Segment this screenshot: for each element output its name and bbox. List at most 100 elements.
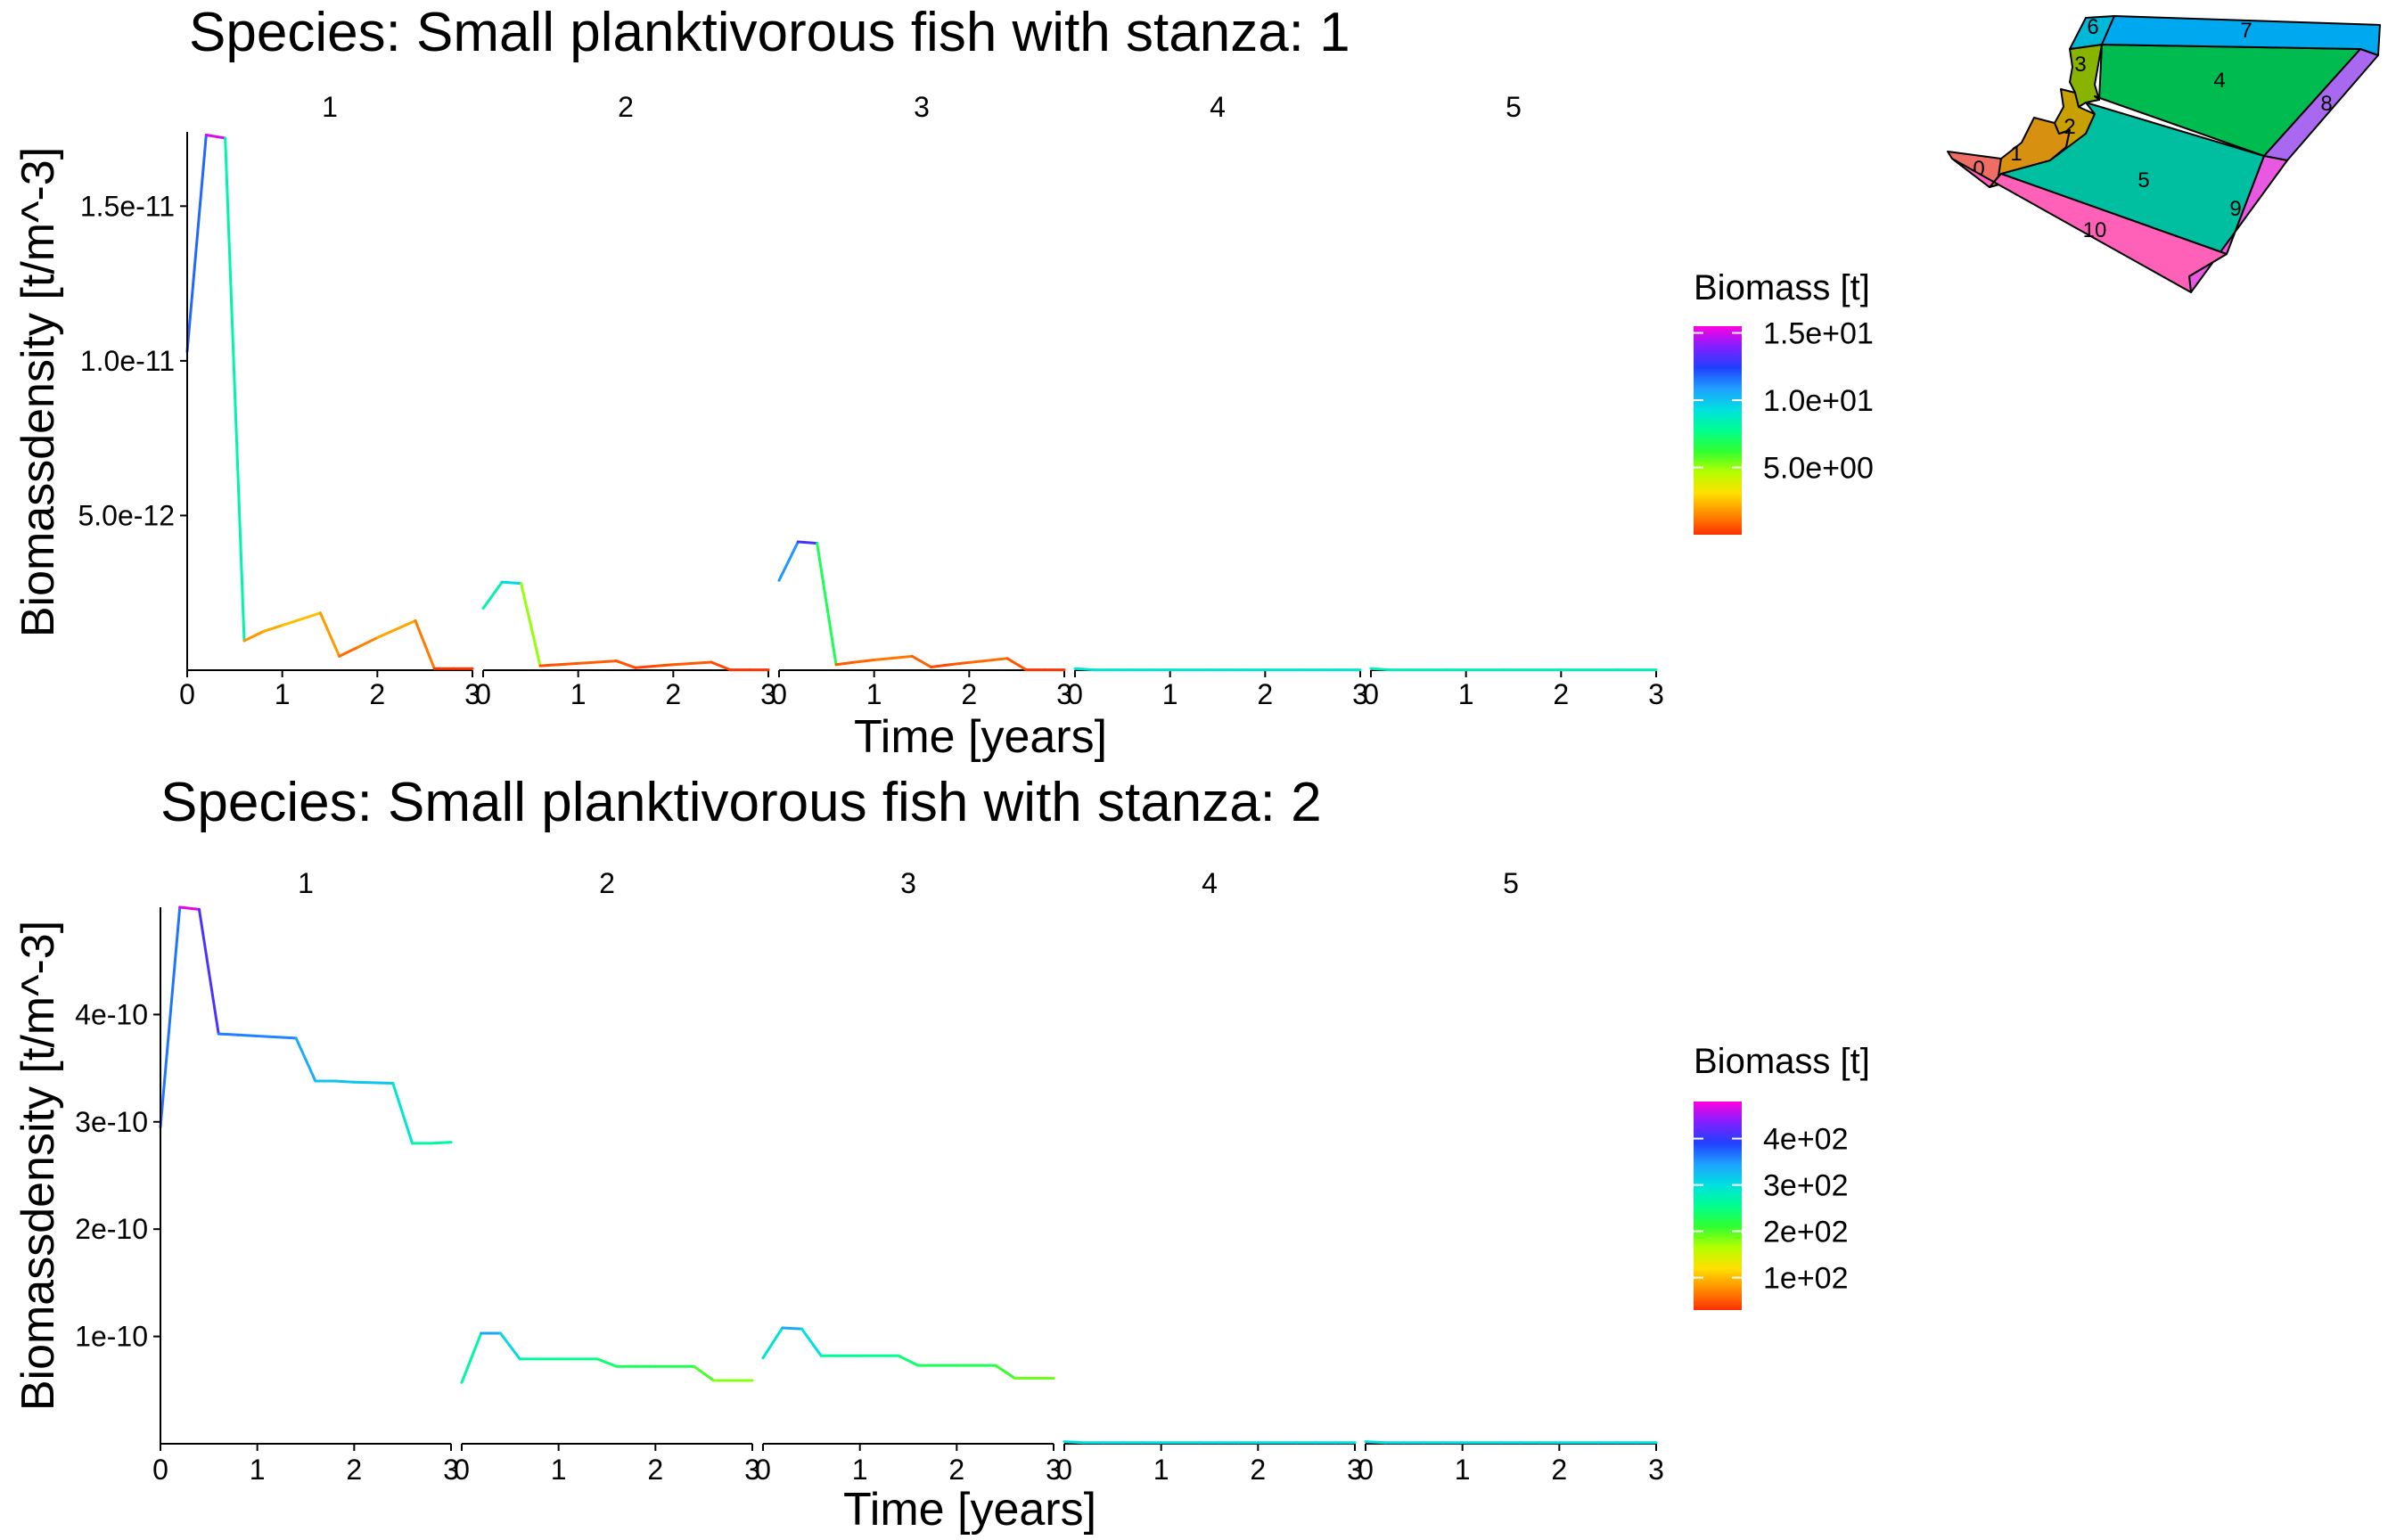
x-tick-label: 1 (1162, 678, 1178, 710)
panel-4: 4 0 1 2 3 (1067, 91, 1368, 710)
panel-strip-label: 2 (618, 91, 634, 123)
legend-tick-label: 1e+02 (1763, 1262, 1849, 1296)
chart-2-panels: 10 1 2 320 1 2 330 1 2 340 1 2 350 1 2 3 (152, 867, 1664, 1486)
x-tick-label: 2 (1250, 1454, 1266, 1486)
x-tick-label: 0 (179, 678, 195, 710)
chart-2-color-legend: Biomass [t] 1e+02 2e+02 3e+02 4e+02 (1694, 1042, 1870, 1310)
line-segment (1063, 1440, 1086, 1445)
map-box-label: 10 (2083, 218, 2107, 242)
line-segment (333, 1079, 356, 1084)
x-tick-label: 0 (1067, 678, 1083, 710)
map-box-shape (2069, 44, 2103, 108)
x-tick-label: 1 (852, 1454, 868, 1486)
y-tick-label: 1.5e-11 (80, 190, 175, 222)
x-tick-label: 2 (1551, 1454, 1567, 1486)
panel-strip-label: 1 (298, 867, 314, 899)
x-tick-label: 1 (250, 1454, 266, 1486)
line-segment (281, 611, 322, 627)
legend-colorbar (1694, 326, 1742, 535)
series-line-panel-3 (777, 540, 1066, 672)
series-line-panel-1 (185, 133, 474, 670)
line-segment (994, 1364, 1017, 1380)
map-box-shape (1951, 158, 2228, 293)
line-segment (557, 661, 580, 667)
line-segment (261, 624, 284, 634)
line-segment (236, 1033, 259, 1037)
chart-1-panels: 10 1 2 320 1 2 330 1 2 340 1 2 350 1 2 3 (179, 91, 1664, 710)
chart-1: Species: Small planktivorous fish with s… (12, 2, 1874, 763)
y-tick-label: 4e-10 (75, 998, 148, 1030)
line-segment (391, 1081, 414, 1145)
chart-2-x-axis-label: Time [years] (843, 1484, 1096, 1536)
line-segment (242, 630, 265, 643)
line-segment (781, 1326, 803, 1331)
series-line-panel-5 (1369, 667, 1658, 672)
panel-1: 1 0 1 2 3 (152, 867, 459, 1486)
line-segment (498, 1331, 521, 1361)
map-box-label: 6 (2087, 15, 2098, 39)
map-box-3: 3 (2069, 44, 2103, 108)
x-tick-label: 3 (744, 1454, 760, 1486)
x-tick-label: 1 (1458, 678, 1474, 710)
x-tick-label: 3 (1046, 1454, 1062, 1486)
panel-2: 2 0 1 2 3 (454, 867, 760, 1486)
panel-5: 5 0 1 2 3 (1363, 91, 1664, 710)
line-segment (1369, 667, 1391, 672)
x-tick-label: 3 (1648, 1454, 1664, 1486)
panel-strip-label: 4 (1202, 867, 1218, 899)
chart-1-x-axis-label: Time [years] (854, 711, 1107, 763)
line-segment (318, 611, 341, 658)
panel-strip-label: 5 (1503, 867, 1519, 899)
legend-tick-label: 1.0e+01 (1763, 384, 1874, 418)
x-tick-label: 3 (1648, 678, 1664, 710)
x-tick-label: 2 (1553, 678, 1569, 710)
line-segment (352, 1080, 395, 1085)
line-segment (224, 136, 246, 643)
line-segment (710, 660, 732, 672)
legend-tick-label: 2e+02 (1763, 1216, 1849, 1249)
x-tick-label: 3 (1056, 678, 1072, 710)
line-segment (910, 654, 933, 669)
x-tick-label: 2 (665, 678, 681, 710)
x-tick-label: 3 (1352, 678, 1368, 710)
line-segment (634, 664, 656, 669)
chart-2: Species: Small planktivorous fish with s… (12, 772, 1870, 1536)
chart-1-y-axis-label: Biomassdensity [t/m^-3] (12, 147, 64, 637)
map-box-label: 1 (2010, 142, 2022, 166)
line-segment (520, 582, 542, 668)
line-segment (414, 618, 436, 670)
panel-3: 3 0 1 2 3 (755, 867, 1062, 1486)
line-segment (853, 659, 876, 664)
chart-1-color-legend: Biomass [t] 5.0e+00 1.0e+01 1.5e+01 (1694, 268, 1874, 535)
y-tick-label: 1.0e-11 (80, 345, 175, 377)
x-tick-label: 0 (1363, 678, 1379, 710)
legend-tick-label: 1.5e+01 (1763, 317, 1874, 351)
line-segment (159, 905, 182, 1129)
line-segment (800, 1327, 823, 1357)
line-segment (693, 1364, 716, 1382)
panel-1: 1 0 1 2 3 (179, 91, 480, 710)
line-segment (834, 660, 857, 667)
x-tick-label: 0 (1358, 1454, 1374, 1486)
x-tick-label: 3 (1347, 1454, 1363, 1486)
line-segment (761, 1326, 784, 1360)
series-line-panel-2 (481, 580, 770, 672)
line-segment (777, 540, 800, 582)
line-segment (294, 1036, 317, 1083)
line-segment (614, 659, 637, 669)
line-segment (595, 1357, 619, 1368)
line-segment (256, 1034, 298, 1040)
x-tick-label: 1 (551, 1454, 567, 1486)
line-segment (217, 1032, 240, 1036)
map-box-10: 10 (1951, 158, 2228, 293)
legend-tick-label: 4e+02 (1763, 1123, 1849, 1157)
x-tick-label: 0 (771, 678, 787, 710)
x-tick-label: 2 (369, 678, 385, 710)
chart-2-title: Species: Small planktivorous fish with s… (160, 772, 1322, 833)
x-tick-label: 2 (948, 1454, 964, 1486)
x-tick-label: 3 (443, 1454, 459, 1486)
x-tick-label: 2 (961, 678, 977, 710)
map-box-label: 3 (2074, 53, 2086, 77)
